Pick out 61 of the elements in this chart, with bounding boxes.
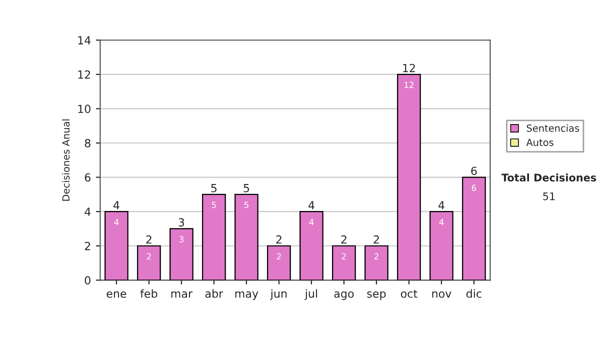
text: 51 (543, 192, 555, 200)
x-tick-label: ago (334, 291, 354, 300)
bar (267, 245, 291, 280)
bar (332, 245, 356, 280)
data-label: 12 (404, 82, 414, 88)
bar (462, 176, 486, 280)
data-label: 3 (179, 236, 184, 242)
bar (137, 245, 161, 280)
bar (430, 211, 454, 280)
total-label: 4 (113, 201, 120, 210)
total-label: 4 (308, 201, 314, 210)
x-tick-label: mar (171, 291, 193, 298)
data-label: 2 (374, 253, 378, 260)
x-tick-label: dic (466, 289, 482, 298)
y-axis-title: Decisiones Anual (62, 119, 70, 201)
bar (202, 194, 226, 280)
y-tick-label: 2 (84, 242, 90, 250)
y-tick-label: 0 (84, 276, 90, 285)
bar (170, 228, 194, 280)
text: Total Decisiones (501, 173, 596, 182)
data-label: 5 (244, 202, 248, 208)
bar (234, 194, 258, 280)
bar (104, 211, 128, 280)
legend-label: Autos (526, 138, 554, 146)
y-tick-label: 10 (78, 104, 90, 114)
x-tick-label: jul (304, 289, 318, 300)
total-label: 5 (211, 184, 217, 192)
data-label: 2 (146, 253, 151, 260)
total-label: 3 (178, 218, 184, 227)
total-label: 2 (276, 235, 282, 244)
x-tick-label: jun (270, 289, 287, 300)
total-label: 2 (374, 235, 379, 244)
data-label: 4 (114, 219, 119, 226)
y-tick-label: 4 (84, 208, 91, 216)
bar (300, 211, 324, 280)
x-tick-label: sep (367, 291, 386, 300)
total-label: 6 (471, 166, 477, 176)
total-label: 5 (244, 184, 250, 192)
bar (364, 245, 388, 280)
y-tick-label: 6 (84, 173, 90, 182)
x-tick-label: ene (106, 291, 126, 298)
bar (397, 74, 421, 280)
total-label: 2 (146, 235, 152, 244)
total-label: 12 (403, 64, 415, 72)
data-label: 4 (439, 219, 444, 226)
total-label: 4 (438, 201, 444, 210)
data-label: 6 (472, 184, 476, 191)
x-tick-label: may (235, 291, 258, 300)
y-tick-label: 14 (78, 36, 91, 44)
data-label: 2 (342, 253, 346, 260)
total-label: 2 (341, 235, 346, 244)
data-label: 4 (309, 219, 314, 226)
y-tick-label: 8 (84, 138, 90, 148)
legend-label: Sentencias (526, 124, 580, 132)
x-tick-label: abr (205, 289, 224, 298)
data-label: 5 (212, 202, 216, 208)
x-tick-label: nov (432, 291, 452, 298)
data-label: 2 (276, 253, 281, 260)
y-tick-label: 12 (78, 70, 90, 79)
x-tick-label: feb (140, 289, 158, 298)
x-tick-label: oct (400, 290, 418, 298)
